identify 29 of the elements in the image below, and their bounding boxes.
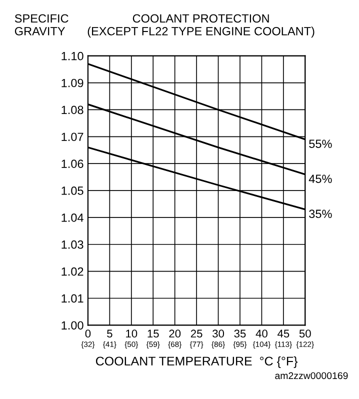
y-tick-label: 1.06 (62, 160, 84, 168)
x-tick-label: 30 (212, 330, 224, 338)
series-label: 55% (309, 140, 332, 148)
y-tick-label: 1.01 (62, 294, 84, 303)
x-tick-label: 35 (234, 330, 246, 338)
x-axis-title: COOLANT TEMPERATURE °C {°F} (96, 356, 298, 368)
y-tick-label: 1.05 (62, 186, 84, 195)
series-label: 35% (309, 210, 332, 218)
x-tick-label: 5 (107, 330, 112, 338)
y-tick-label: 1.00 (62, 321, 84, 330)
x-tick-label: 45 (278, 330, 290, 338)
y-tick-label: 1.08 (62, 106, 84, 114)
chart-title: COOLANT PROTECTION (EXCEPT FL22 TYPE ENGINE COOLANT) (88, 14, 314, 38)
x-tick-label: 15 (148, 330, 159, 338)
y-axis-title: SPECIFIC GRAVITY (14, 14, 68, 36)
x-tick-label: 0 (85, 330, 91, 338)
x-tick-label: 20 (169, 330, 181, 338)
y-tick-label: 1.10 (62, 52, 84, 60)
y-tick-label: 1.07 (62, 132, 84, 142)
x-tick-label: 25 (190, 330, 202, 338)
x-tick-label: 10 (126, 330, 138, 338)
x-tick-label: 50 (299, 330, 311, 338)
series-label: 45% (308, 174, 332, 184)
y-tick-label: 1.02 (62, 267, 84, 276)
y-tick-label: 1.04 (62, 213, 84, 222)
y-tick-label: 1.03 (62, 240, 84, 249)
text: am2zzw0000169 (275, 372, 348, 380)
y-tick-label: 1.09 (62, 78, 84, 88)
x-tick-label: 40 (256, 330, 268, 338)
